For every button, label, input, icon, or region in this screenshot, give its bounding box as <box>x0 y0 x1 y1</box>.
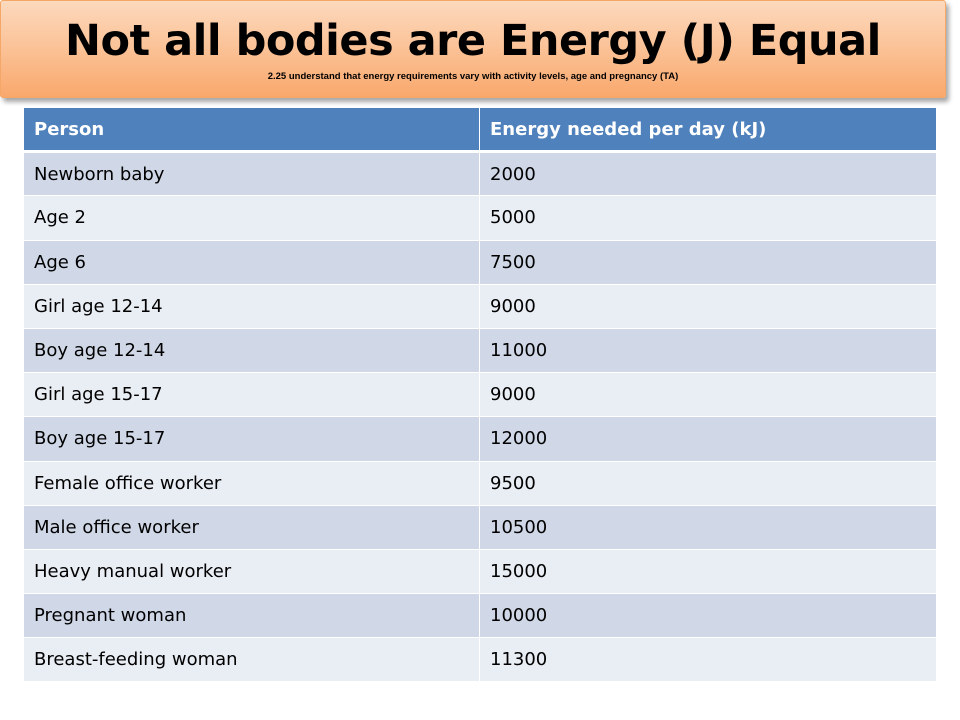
cell-energy: 11300 <box>479 637 937 683</box>
cell-person: Female office worker <box>23 460 480 506</box>
cell-person: Male office worker <box>23 504 480 550</box>
table-row: Male office worker 10500 <box>23 504 937 550</box>
cell-person: Heavy manual worker <box>23 548 480 595</box>
column-header-energy: Energy needed per day (kJ) <box>479 106 937 154</box>
cell-energy: 12000 <box>479 416 937 462</box>
page-title: Not all bodies are Energy (J) Equal <box>65 16 881 66</box>
cell-energy: 9500 <box>479 460 937 506</box>
table-row: Age 2 5000 <box>23 195 937 241</box>
table-row: Pregnant woman 10000 <box>23 593 937 639</box>
table-row: Breast-feeding woman 11300 <box>23 637 937 683</box>
energy-table: Person Energy needed per day (kJ) Newbor… <box>23 106 937 683</box>
table-row: Boy age 15-17 12000 <box>23 416 937 462</box>
cell-energy: 15000 <box>479 548 937 595</box>
cell-person: Girl age 12-14 <box>23 283 480 329</box>
table-row: Newborn baby 2000 <box>23 151 937 197</box>
cell-energy: 5000 <box>479 195 937 241</box>
table-body: Newborn baby 2000 Age 2 5000 Age 6 7500 Girl a… <box>23 151 937 683</box>
cell-person: Boy age 12-14 <box>23 327 480 374</box>
cell-person: Newborn baby <box>23 151 480 197</box>
cell-person: Age 2 <box>23 195 480 241</box>
cell-energy: 11000 <box>479 327 937 374</box>
table-row: Female office worker 9500 <box>23 460 937 506</box>
table-row: Age 6 7500 <box>23 239 937 285</box>
cell-person: Breast-feeding woman <box>23 637 480 683</box>
cell-person: Girl age 15-17 <box>23 372 480 418</box>
table-row: Heavy manual worker 15000 <box>23 548 937 595</box>
cell-energy: 10500 <box>479 504 937 550</box>
cell-energy: 7500 <box>479 239 937 285</box>
cell-energy: 2000 <box>479 151 937 197</box>
cell-energy: 10000 <box>479 593 937 639</box>
table-row: Girl age 12-14 9000 <box>23 283 937 329</box>
cell-person: Pregnant woman <box>23 593 480 639</box>
column-header-person: Person <box>23 106 480 154</box>
cell-energy: 9000 <box>479 283 937 329</box>
cell-person: Age 6 <box>23 239 480 285</box>
table-header-row: Person Energy needed per day (kJ) <box>23 106 937 154</box>
table-row: Boy age 12-14 11000 <box>23 327 937 374</box>
table-row: Girl age 15-17 9000 <box>23 372 937 418</box>
cell-person: Boy age 15-17 <box>23 416 480 462</box>
title-banner: Not all bodies are Energy (J) Equal 2.25… <box>0 0 946 98</box>
page-subtitle: 2.25 understand that energy requirements… <box>267 71 679 82</box>
cell-energy: 9000 <box>479 372 937 418</box>
